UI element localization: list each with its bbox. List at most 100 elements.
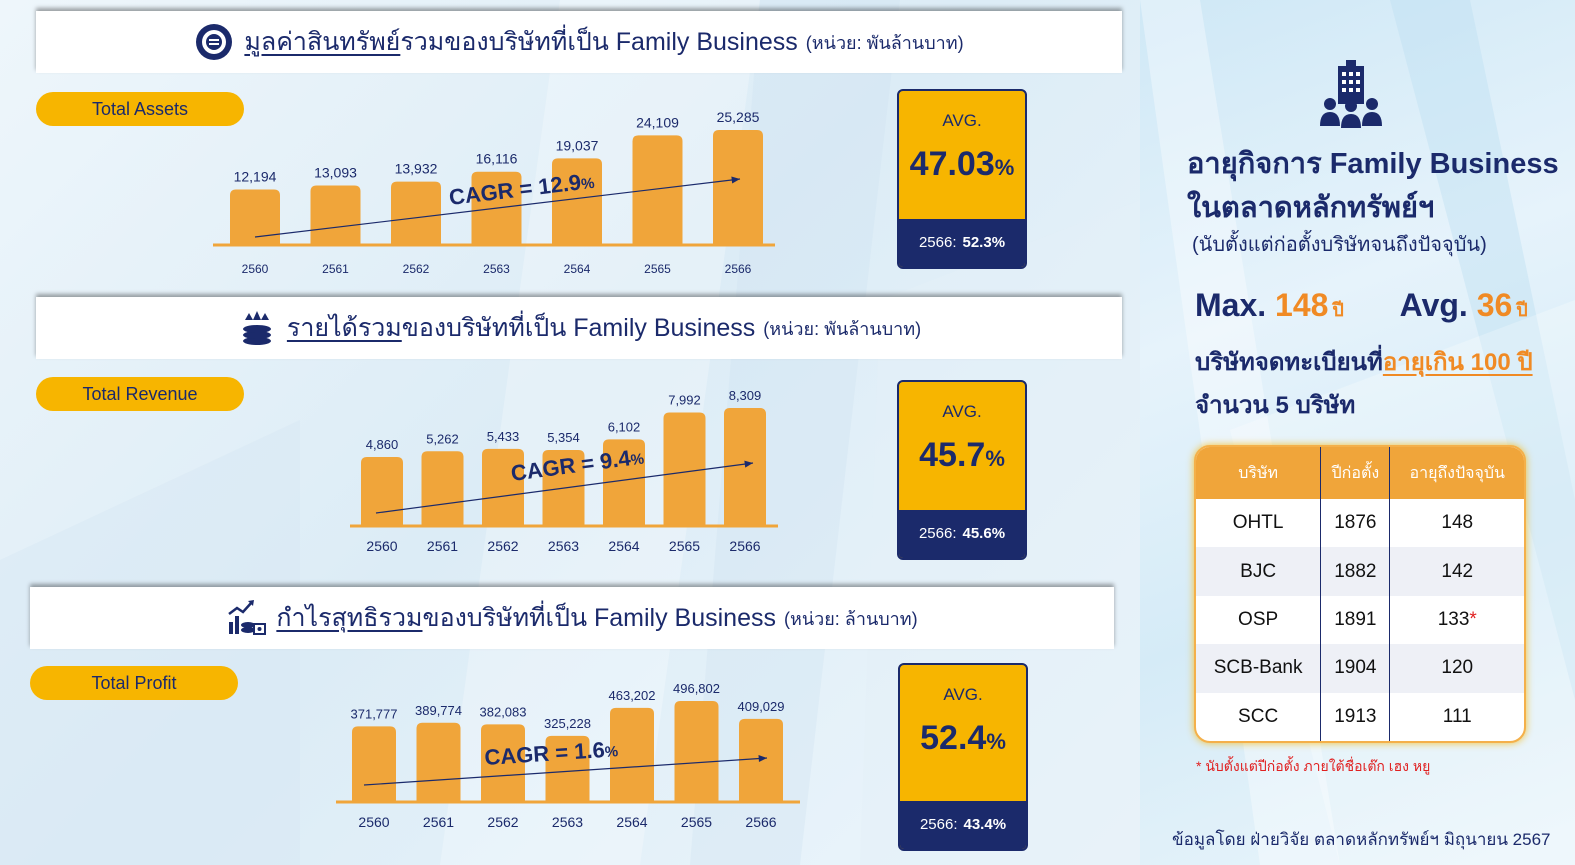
founded-cell: 1904: [1320, 644, 1391, 693]
bar-2561: [310, 185, 361, 245]
trend-arrow-head: [758, 755, 767, 763]
revenue-title: รายได้รวมของบริษัทที่เป็น Family Busines…: [286, 314, 756, 342]
bar-2562: [482, 448, 524, 526]
category-label: 2560: [366, 538, 397, 554]
table-row: OHTL 1876 148: [1196, 499, 1524, 548]
profit-bar-chart: 371,777 2560 389,774 2561 382,083 2562 325,228…: [336, 681, 800, 830]
table-row: SCC 1913 111: [1196, 692, 1524, 741]
bar-2562: [481, 724, 525, 802]
sidebar-title: อายุกิจการ Family Business ในตลาดหลักทรั…: [1187, 148, 1559, 224]
col-age: อายุถึงปัจจุบัน: [1389, 447, 1524, 499]
bar-value-label: 19,037: [556, 137, 599, 153]
table-row: OSP 1891 133*: [1196, 595, 1524, 645]
age-cell: 148: [1441, 512, 1474, 534]
bar-value-label: 325,228: [544, 716, 591, 731]
category-label: 2561: [427, 538, 458, 554]
bar-2563: [545, 735, 590, 802]
assets-banner: มูลค่าสินทรัพย์รวมของบริษัทที่เป็น Famil…: [36, 11, 1122, 73]
founded-cell: 1882: [1320, 547, 1391, 596]
trend-arrow-head: [731, 176, 740, 184]
total-profit-pill: Total Profit: [30, 666, 238, 700]
trend-arrow-line: [375, 462, 754, 514]
revenue-latest: 2566: 45.6%: [899, 510, 1025, 558]
assets-title: มูลค่าสินทรัพย์รวมของบริษัทที่เป็น Famil…: [244, 28, 798, 56]
assets-unit: (หน่วย: พันล้านบาท): [805, 32, 964, 53]
table-row: BJC 1882 142: [1196, 547, 1524, 596]
company-count-text: จำนวน 5 บริษัท: [1195, 392, 1356, 419]
company-age-table: บริษัท ปีก่อตั้ง อายุถึงปัจจุบัน OHTL 18…: [1194, 445, 1526, 743]
category-label: 2564: [616, 814, 647, 830]
source-note: ข้อมูลโดย ฝ่ายวิจัย ตลาดหลักทรัพย์ฯ มิถุ…: [1172, 830, 1551, 849]
growth-chart-coins-icon: [228, 600, 267, 635]
category-label: 2560: [242, 262, 269, 276]
assets-avg-box: AVG. 47.03% 2566: 52.3%: [897, 89, 1027, 269]
age-cell: 111: [1442, 705, 1472, 727]
bar-2562: [391, 181, 441, 245]
bar-2564: [603, 439, 645, 526]
avg-age-value: 36: [1476, 287, 1513, 323]
category-label: 2562: [403, 262, 430, 276]
bar-2561: [416, 722, 461, 802]
bar-value-label: 389,774: [415, 703, 462, 718]
bar-value-label: 13,093: [314, 164, 357, 180]
bar-2564: [610, 707, 654, 802]
founded-cell: 1891: [1320, 595, 1391, 645]
profit-avg-box: AVG. 52.4% 2566: 43.4%: [898, 663, 1028, 851]
table-row: SCB-Bank 1904 120: [1196, 644, 1524, 693]
bar-2565: [663, 412, 706, 526]
coins-up-icon: [242, 311, 271, 345]
bar-2566: [724, 408, 766, 526]
profit-avg-value: 52.4%: [920, 719, 1006, 757]
bar-2565: [674, 701, 719, 802]
age-cell: 142: [1389, 547, 1524, 596]
revenue-banner: รายได้รวมของบริษัทที่เป็น Family Busines…: [36, 297, 1122, 359]
col-company: บริษัท: [1196, 447, 1322, 499]
col-founded: ปีก่อตั้ง: [1320, 447, 1391, 499]
founded-cell: 1876: [1320, 499, 1391, 548]
assets-latest: 2566: 52.3%: [899, 219, 1025, 267]
company-cell: OHTL: [1196, 499, 1322, 548]
profit-banner: กำไรสุทธิรวมของบริษัทที่เป็น Family Busi…: [30, 587, 1114, 649]
trend-arrow-line: [363, 757, 768, 786]
bar-value-label: 409,029: [738, 699, 785, 714]
bar-value-label: 5,433: [487, 429, 520, 444]
revenue-bar-chart: 4,860 2560 5,262 2561 5,433 2562 5,354 2563 6,10…: [350, 388, 778, 554]
assets-avg-value: 47.03%: [909, 145, 1015, 183]
globe-coin-icon: [196, 24, 233, 60]
category-label: 2565: [681, 814, 712, 830]
revenue-avg-label: AVG.: [942, 402, 982, 421]
bar-value-label: 496,802: [673, 681, 720, 696]
office-people-icon: [1320, 60, 1382, 128]
revenue-avg-box: AVG. 45.7% 2566: 45.6%: [897, 380, 1027, 560]
bar-value-label: 7,992: [668, 393, 701, 408]
bar-value-label: 8,309: [729, 388, 762, 403]
total-assets-pill: Total Assets: [36, 92, 244, 126]
bar-2561: [421, 451, 464, 526]
bar-value-label: 25,285: [717, 109, 760, 125]
trend-arrow-head: [744, 460, 753, 468]
bar-value-label: 463,202: [609, 688, 656, 703]
category-label: 2563: [483, 262, 510, 276]
category-label: 2561: [322, 262, 349, 276]
bar-value-label: 382,083: [480, 704, 527, 719]
bar-value-label: 16,116: [476, 151, 518, 167]
bar-2566: [713, 130, 763, 245]
category-label: 2562: [487, 814, 518, 830]
bar-2564: [552, 158, 602, 245]
bar-2560: [352, 726, 396, 802]
category-label: 2566: [725, 262, 752, 276]
footnote: * นับตั้งแต่ปีก่อตั้ง ภายใต้ชื่อเต๊ก เฮง…: [1196, 758, 1431, 774]
assets-bar-chart: 12,194 2560 13,093 2561 13,932 2562 16,116 2563…: [213, 109, 775, 276]
category-label: 2560: [358, 814, 389, 830]
revenue-avg-value: 45.7%: [919, 436, 1005, 474]
category-label: 2566: [745, 814, 776, 830]
profit-unit: (หน่วย: ล้านบาท): [783, 608, 918, 629]
company-cell: OSP: [1196, 595, 1322, 645]
profit-title: กำไรสุทธิรวมของบริษัทที่เป็น Family Busi…: [276, 604, 776, 632]
profit-avg-label: AVG.: [943, 685, 983, 704]
bar-value-label: 371,777: [351, 706, 398, 721]
bar-value-label: 5,262: [426, 431, 459, 446]
profit-latest: 2566: 43.4%: [900, 801, 1026, 849]
company-cell: SCB-Bank: [1196, 644, 1322, 693]
company-cell: SCC: [1196, 692, 1322, 741]
